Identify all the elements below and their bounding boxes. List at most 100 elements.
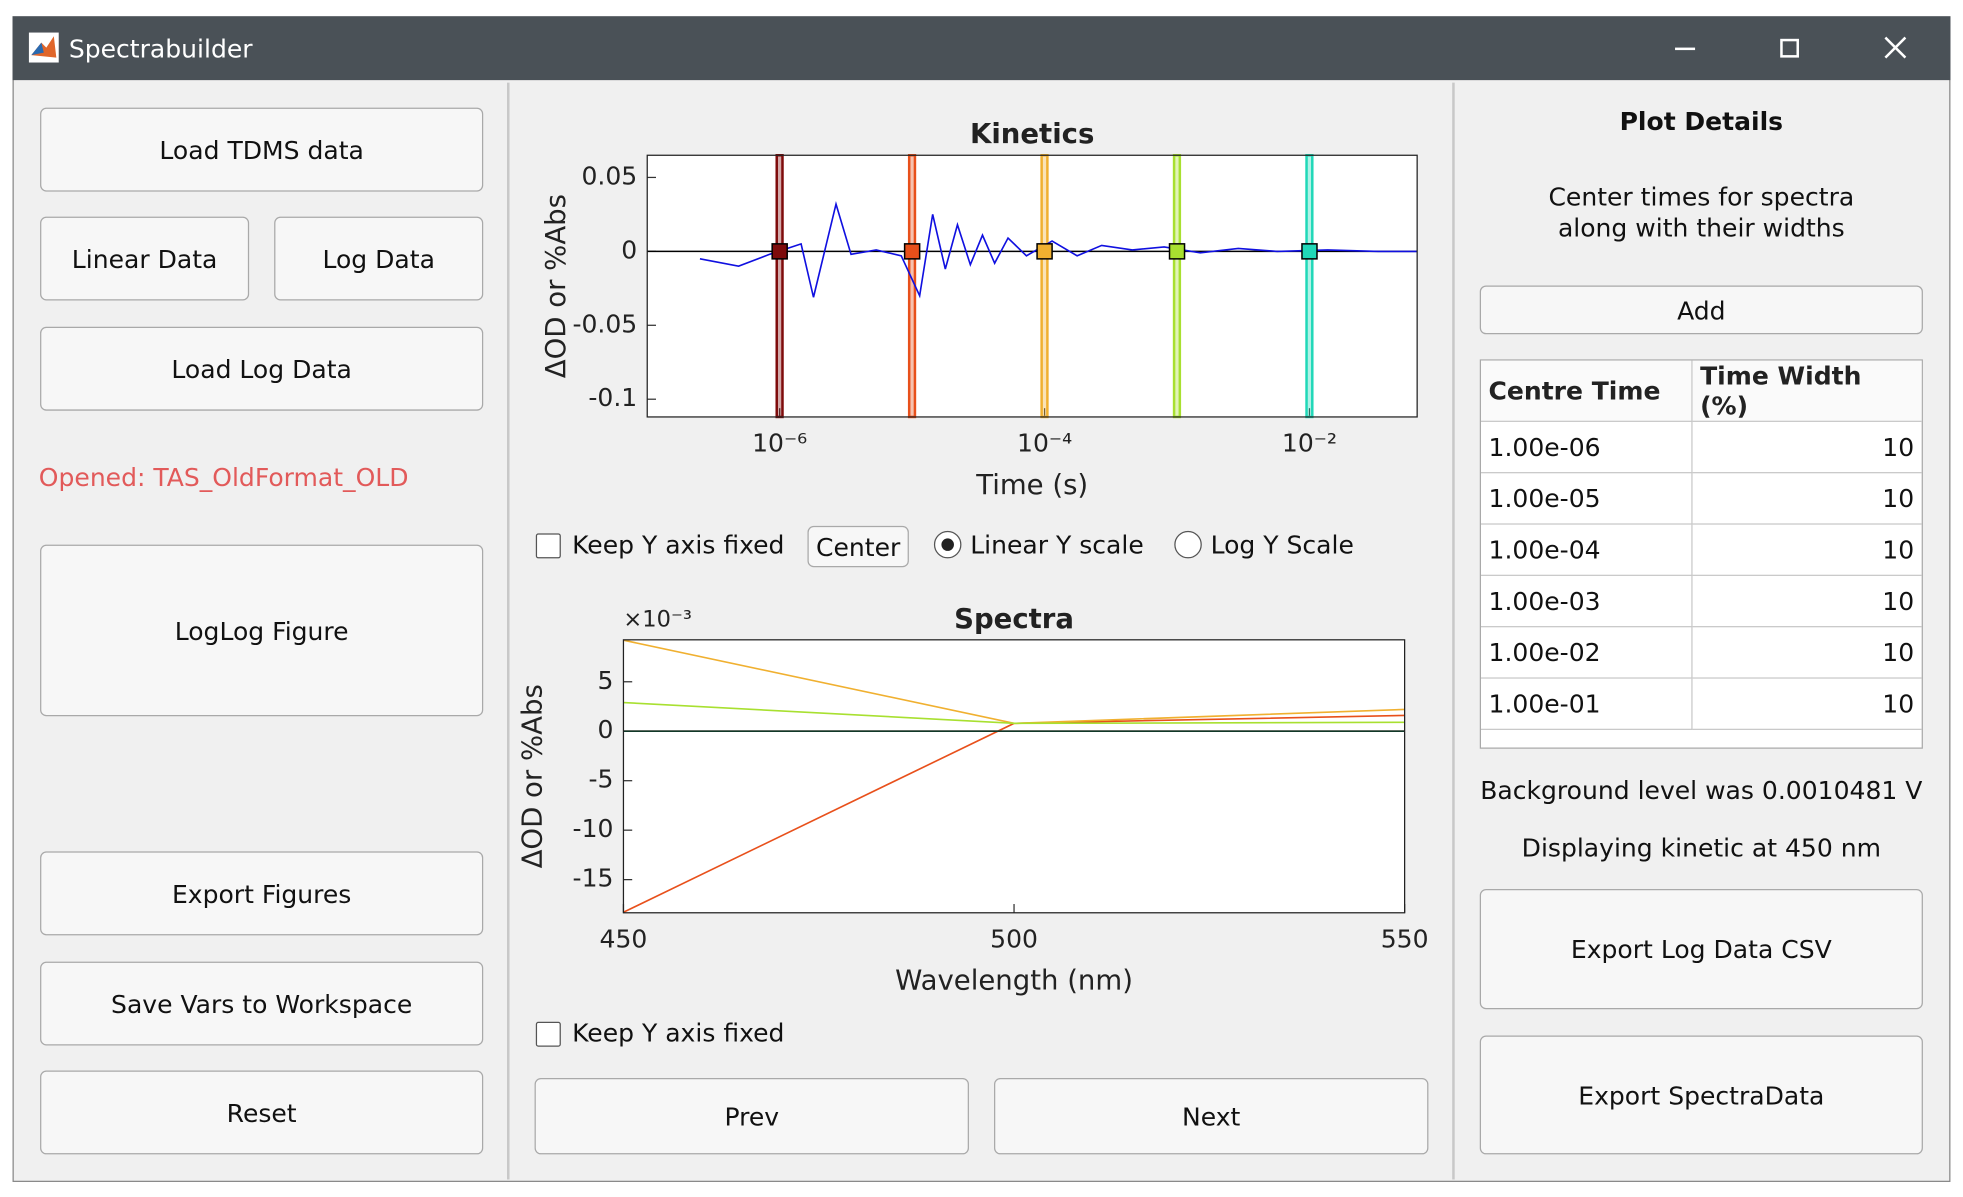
column-header: Time Width (%) (1691, 360, 1922, 422)
title-bar: Spectrabuilder (12, 16, 1951, 81)
x-tick-label: 10⁻² (1282, 428, 1337, 457)
loglog-button[interactable]: LogLog Figure (40, 544, 484, 717)
table-row: 1.00e-06 10 (1480, 421, 1922, 474)
table-cell: 10 (1691, 524, 1922, 576)
x-tick-label: 450 (600, 924, 648, 953)
plot-area (623, 639, 1405, 913)
description: along with their widths (1557, 212, 1845, 243)
radio-selected[interactable] (933, 530, 962, 559)
axes-box (646, 154, 1418, 418)
table-row: 1.00e-05 10 (1480, 472, 1922, 525)
table-cell: 1.00e-02 (1480, 626, 1693, 679)
checkbox-label: Keep Y axis fixed (572, 529, 785, 560)
y-tick-label: -0.05 (572, 309, 637, 338)
time-window (1305, 154, 1314, 419)
table-row: 1.00e-03 10 (1480, 575, 1922, 628)
panel-title: Plot Details (1619, 106, 1784, 137)
app-icon (28, 32, 59, 63)
linear-data-button[interactable]: Linear Data (40, 216, 250, 301)
y-tick-label: 5 (597, 666, 613, 695)
time-marker (1036, 243, 1053, 260)
export-log-csv-button[interactable]: Export Log Data CSV (1479, 888, 1923, 1010)
export-spectra-button[interactable]: Export SpectraData (1479, 1035, 1923, 1155)
minimize-button[interactable] (1675, 47, 1696, 51)
prev-button[interactable]: Prev (534, 1078, 969, 1155)
log-data-button[interactable]: Log Data (274, 216, 484, 301)
time-marker (1168, 243, 1186, 260)
y-tick-label: 0.05 (581, 161, 637, 190)
checkbox[interactable] (535, 533, 561, 559)
load-log-button[interactable]: Load Log Data (40, 326, 484, 411)
time-marker (1301, 243, 1318, 260)
time-window (907, 154, 917, 419)
table-row: 1.00e-04 10 (1480, 524, 1922, 576)
table-cell: 10 (1691, 626, 1922, 679)
table-cell: 1.00e-03 (1480, 575, 1693, 628)
time-marker (771, 243, 788, 260)
maximize-button[interactable] (1780, 38, 1799, 58)
y-tick-label: -5 (588, 765, 613, 794)
axes-box (622, 639, 1406, 914)
next-button[interactable]: Next (994, 1078, 1429, 1155)
table-row: 1.00e-01 10 (1480, 678, 1922, 730)
table-cell: 10 (1691, 575, 1922, 628)
save-vars-button[interactable]: Save Vars to Workspace (40, 961, 484, 1046)
close-button[interactable] (1884, 36, 1907, 59)
chart-title: Kinetics (970, 118, 1094, 150)
y-multiplier: ×10⁻³ (623, 606, 691, 632)
x-axis-label: Time (s) (975, 469, 1088, 501)
x-tick-label: 500 (990, 924, 1038, 953)
x-tick-label: 10⁻⁴ (1017, 428, 1072, 457)
table-header-row: Centre Time Time Width (%) (1480, 360, 1922, 422)
center-button[interactable]: Center (807, 525, 909, 568)
y-axis-label: ΔOD or %Abs (516, 684, 548, 868)
panel-divider (507, 82, 510, 1180)
column-header: Centre Time (1480, 360, 1693, 422)
y-axis-label: ΔOD or %Abs (540, 194, 572, 378)
table-cell: 10 (1691, 678, 1922, 730)
reset-button[interactable]: Reset (40, 1070, 484, 1155)
series-line (623, 701, 1405, 725)
window-title: Spectrabuilder (68, 33, 253, 64)
y-tick-label: 0 (621, 235, 637, 264)
time-marker (903, 243, 921, 260)
table-cell: 10 (1691, 421, 1922, 474)
load-tdms-button[interactable]: Load TDMS data (40, 107, 484, 192)
table-row: 1.00e-02 10 (1480, 626, 1922, 679)
chart-title: Spectra (954, 603, 1074, 635)
table-grid: Centre Time Time Width (%) 1.00e-06 10 1.00e… (1480, 360, 1922, 730)
add-button[interactable]: Add (1479, 285, 1923, 335)
time-window (1172, 154, 1182, 419)
checkbox-label: Keep Y axis fixed (572, 1017, 785, 1049)
table-cell: 10 (1691, 472, 1922, 525)
x-tick-label: 10⁻⁶ (752, 428, 807, 457)
displaying-text: Displaying kinetic at 450 nm (1521, 832, 1881, 863)
radio[interactable] (1174, 530, 1202, 559)
table-cell: 1.00e-06 (1480, 421, 1693, 474)
status-text: Opened: TAS_OldFormat_OLD (38, 462, 409, 493)
plot-area (647, 155, 1418, 417)
table: Centre Time Time Width (%) 1.00e-06 10 1.00e… (1479, 359, 1923, 749)
x-tick-label: 550 (1381, 924, 1429, 953)
panel-divider (1452, 82, 1455, 1180)
y-tick-label: 0 (597, 715, 613, 744)
radio-dot (941, 538, 954, 551)
time-window (775, 154, 784, 419)
export-figures-button[interactable]: Export Figures (40, 851, 484, 936)
y-tick-label: -0.1 (588, 383, 637, 412)
time-window (1040, 154, 1049, 419)
table-cell: 1.00e-05 (1480, 472, 1693, 525)
radio-label: Log Y Scale (1210, 529, 1354, 560)
y-tick-label: -15 (573, 864, 614, 893)
y-tick-label: -10 (573, 814, 614, 843)
table-cell: 1.00e-04 (1480, 524, 1693, 576)
description: Center times for spectra (1548, 181, 1855, 212)
table-cell: 1.00e-01 (1480, 678, 1693, 730)
radio-label: Linear Y scale (970, 529, 1144, 560)
background-text: Background level was 0.0010481 V (1480, 775, 1923, 806)
checkbox[interactable] (535, 1021, 561, 1047)
x-axis-label: Wavelength (nm) (895, 965, 1133, 997)
